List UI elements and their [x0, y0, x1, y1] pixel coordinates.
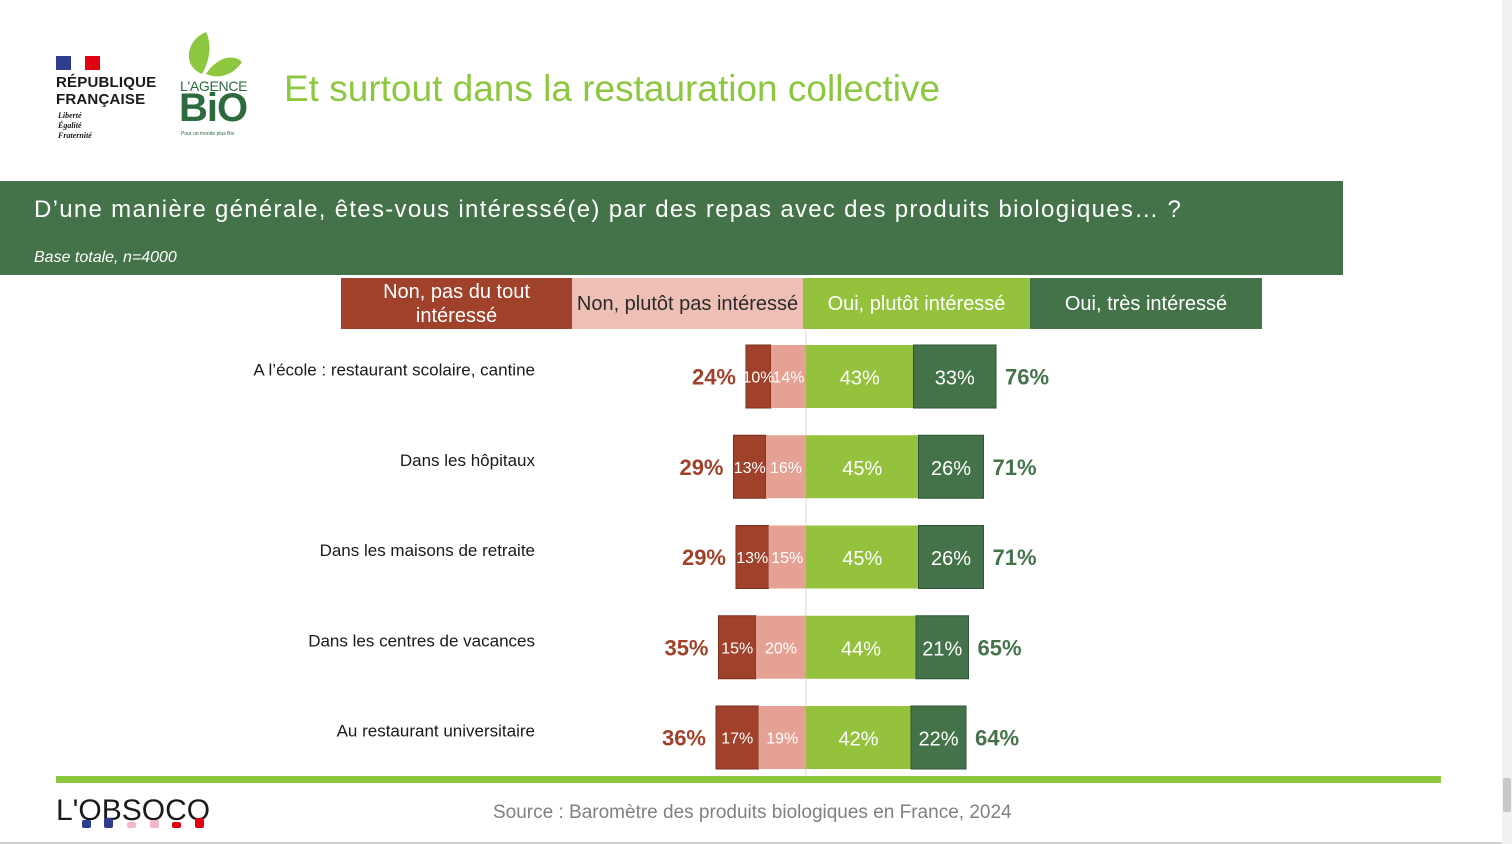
bar-rather-not [766, 435, 806, 499]
data-label-rather-yes: 43% [840, 368, 880, 390]
flag-red-band [85, 56, 100, 70]
legend-item-rather-yes: Oui, plutôt intéressé [803, 278, 1030, 329]
bar-very [918, 525, 984, 589]
data-label-rather-not: 20% [765, 640, 797, 657]
total-positive-label: 65% [978, 635, 1022, 660]
bar-rather-yes [806, 435, 919, 499]
category-label: Dans les centres de vacances [308, 631, 535, 650]
flag-blue-band [56, 56, 71, 70]
bar-not-at-all [733, 434, 767, 499]
bar-rather-yes [806, 525, 919, 589]
data-label-very: 21% [922, 638, 962, 660]
agence-bio-tagline: Pour un monde plus Bio [181, 131, 235, 137]
obsoco-logo-wordmark: L'OBSOCO [56, 794, 210, 827]
bar-rather-yes [806, 345, 914, 408]
total-positive-label: 64% [975, 726, 1019, 751]
total-negative-label: 29% [679, 455, 723, 480]
bar-not-at-all [745, 344, 772, 409]
total-positive-label: 71% [993, 545, 1037, 570]
source-note: Source : Baromètre des produits biologiq… [493, 802, 1012, 823]
bar-rather-not [758, 706, 806, 769]
data-label-very: 22% [918, 729, 958, 751]
category-label: Dans les maisons de retraite [320, 541, 535, 560]
category-label: Dans les hôpitaux [400, 451, 536, 470]
footer-divider [56, 776, 1441, 783]
total-negative-label: 35% [664, 635, 708, 660]
rf-motto2: Égalité [58, 121, 82, 130]
total-negative-label: 24% [692, 365, 736, 390]
data-label-rather-not: 19% [766, 731, 798, 748]
data-label-rather-not: 16% [770, 460, 802, 477]
rf-line1: RÉPUBLIQUE [56, 74, 157, 91]
rf-motto3: Fraternité [58, 131, 92, 140]
legend-item-not-at-all: Non, pas du tout intéressé [341, 278, 572, 329]
bottom-border [0, 842, 1502, 844]
bar-not-at-all [715, 705, 759, 770]
interest-chart: A l’école : restaurant scolaire, cantine… [253, 330, 1049, 780]
bar-very [910, 705, 967, 770]
data-label-not-at-all: 15% [721, 640, 753, 657]
bar-rather-not [768, 525, 806, 589]
data-label-rather-not: 15% [771, 550, 803, 567]
data-label-not-at-all: 13% [734, 460, 766, 477]
question-text: D’une manière générale, êtes-vous intére… [34, 196, 1183, 223]
data-label-rather-yes: 45% [842, 458, 882, 480]
question-banner [0, 181, 1343, 275]
data-label-rather-not: 14% [772, 370, 804, 387]
bar-not-at-all [735, 525, 769, 589]
category-label: A l’école : restaurant scolaire, cantine [253, 361, 535, 380]
total-negative-label: 36% [662, 726, 706, 751]
rf-line2: FRANÇAISE [56, 91, 146, 108]
rf-motto1: Liberté [58, 111, 82, 120]
total-positive-label: 76% [1005, 365, 1049, 390]
data-label-very: 33% [935, 368, 975, 390]
flag-white-band [71, 56, 85, 70]
bar-very [913, 344, 997, 409]
total-positive-label: 71% [993, 455, 1037, 480]
scrollbar-thumb[interactable] [1503, 778, 1511, 812]
bar-rather-yes [806, 706, 911, 769]
base-note: Base totale, n=4000 [34, 249, 177, 266]
page-title: Et surtout dans la restauration collecti… [284, 68, 941, 109]
data-label-not-at-all: 10% [742, 370, 774, 387]
agence-bio-line2: BiO [179, 86, 248, 130]
obsoco-logo-mark: L'OBSOCO [56, 794, 210, 828]
bar-very [918, 434, 984, 499]
bar-not-at-all [718, 615, 757, 680]
bar-rather-not [756, 615, 806, 679]
republique-francaise-logo: RÉPUBLIQUE FRANÇAISE Liberté Égalité Fra… [56, 54, 166, 144]
data-label-rather-yes: 44% [841, 638, 881, 660]
data-label-rather-yes: 42% [838, 729, 878, 751]
agence-bio-leaf-icon [188, 32, 242, 77]
bar-rather-yes [806, 615, 916, 679]
agence-bio-line1: L'AGENCE [180, 78, 248, 94]
vertical-scrollbar[interactable] [1502, 0, 1512, 844]
data-label-very: 26% [931, 458, 971, 480]
category-label: Au restaurant universitaire [337, 722, 535, 741]
legend-item-rather-not: Non, plutôt pas intéressé [572, 278, 803, 329]
data-label-not-at-all: 17% [721, 731, 753, 748]
bar-rather-not [771, 345, 806, 408]
agence-bio-logo: L'AGENCE BiO Pour un monde plus Bio [176, 30, 252, 144]
obsoco-logo: L'OBSOCO [56, 788, 216, 832]
legend-item-very: Oui, très intéressé [1030, 278, 1262, 329]
data-label-rather-yes: 45% [842, 548, 882, 570]
total-negative-label: 29% [682, 545, 726, 570]
data-label-very: 26% [931, 548, 971, 570]
data-label-not-at-all: 13% [736, 550, 768, 567]
bar-very [915, 615, 969, 680]
